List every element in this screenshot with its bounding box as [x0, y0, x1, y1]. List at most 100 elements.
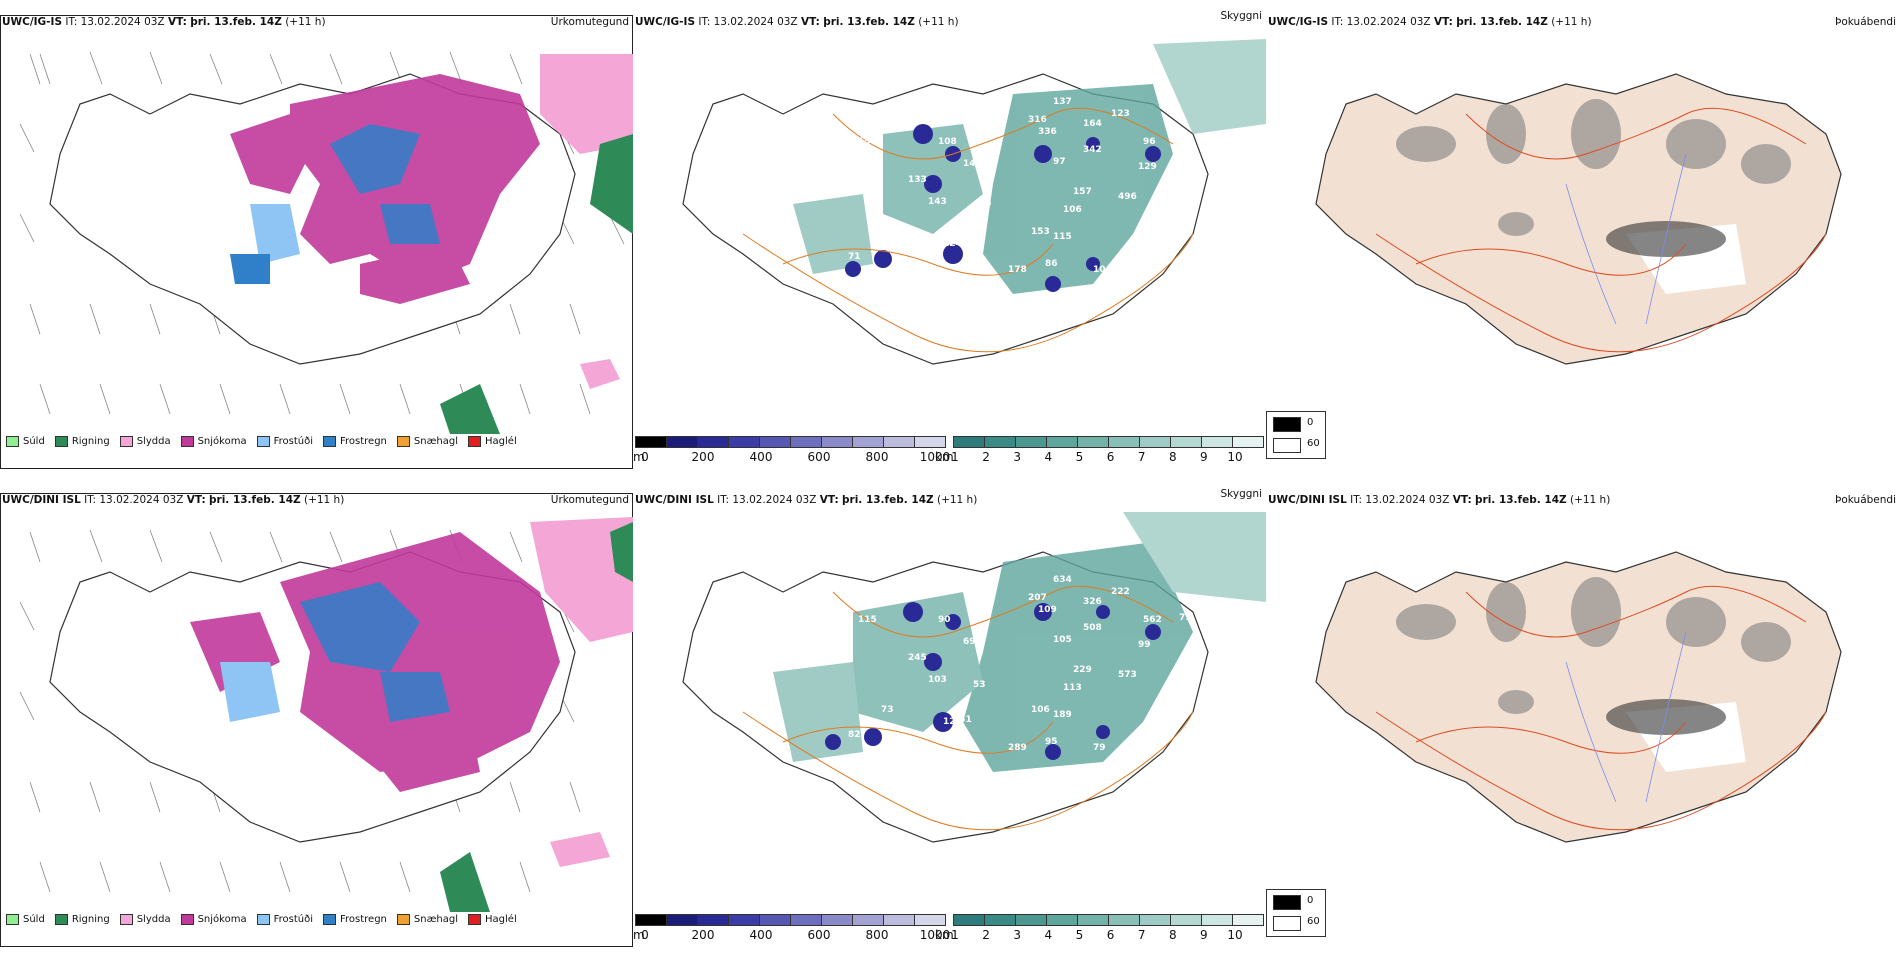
colorbar-cell — [635, 436, 666, 448]
legend-item-drizzle: Súld — [6, 914, 45, 925]
init-time: 13.02.2024 03Z — [99, 494, 184, 506]
visibility-value-label: 106 — [1031, 705, 1050, 715]
colorbar-tick: 2 — [982, 450, 990, 464]
visibility-value-label: 164 — [1083, 119, 1102, 129]
legend-swatch-black — [1273, 895, 1301, 910]
valid-label: VT: — [1433, 16, 1453, 28]
lead-time: (+11 h) — [1569, 494, 1611, 506]
colorbar-cell — [1046, 914, 1077, 926]
colorbar-cell — [852, 914, 883, 926]
visibility-value-label: 178 — [1008, 265, 1027, 275]
visibility-value-label: 573 — [1118, 670, 1137, 680]
init-label: IT: — [698, 16, 711, 28]
fog-index-map — [1315, 73, 1842, 365]
legend-swatch-white — [1273, 438, 1301, 453]
visibility-value-label: 115 — [858, 615, 877, 625]
colorbar-tick: 7 — [1137, 450, 1146, 464]
legend-item-sleet: Slydda — [119, 436, 171, 447]
visibility-value-label: 189 — [1053, 710, 1072, 720]
visibility-value-label: 634 — [1053, 575, 1072, 585]
legend-value-0: 0 — [1307, 417, 1314, 428]
dense-fog-spots — [825, 602, 1161, 760]
visibility-value-label: 104 — [1093, 265, 1112, 275]
legend-value-0: 0 — [1307, 895, 1314, 906]
visibility-value-label: 562 — [1143, 615, 1162, 625]
colorbar-cell — [883, 436, 914, 448]
init-label: IT: — [717, 494, 730, 506]
panel-header: UWC/DINI ISL IT: 13.02.2024 03Z VT: þri.… — [1268, 494, 1610, 506]
rain-area-south — [440, 384, 500, 434]
visibility-value-label: 207 — [1028, 593, 1047, 603]
visibility-value-label: 73 — [881, 705, 894, 715]
legend-item-hail: Haglél — [468, 436, 517, 447]
row-ig-is: UWC/IG-IS IT: 13.02.2024 03Z VT: þri. 13… — [0, 10, 1900, 480]
colorbar-tick: 8 — [1168, 928, 1177, 942]
init-label: IT: — [1331, 16, 1344, 28]
colorbar-cell — [1170, 436, 1201, 448]
visibility-panel: UWC/IG-IS IT: 13.02.2024 03Z VT: þri. 13… — [633, 10, 1266, 470]
legend-item-freezing-drizzle: Frostúði — [256, 914, 313, 925]
valid-time: þri. 13.feb. 14Z — [823, 16, 915, 28]
colorbar-cell — [1108, 436, 1139, 448]
visibility-value-label: 157 — [1073, 187, 1092, 197]
snow-areas — [230, 74, 540, 304]
init-label: IT: — [84, 494, 97, 506]
visibility-value-label: 105 — [1053, 635, 1072, 645]
road-network — [1375, 585, 1827, 831]
rain-area — [590, 134, 633, 234]
colorbar-cell — [666, 914, 697, 926]
precip-type-panel: UWC/IG-IS IT: 13.02.2024 03Z VT: þri. 13… — [0, 10, 633, 470]
cloud-cover-legend: 0 60 — [1266, 889, 1326, 937]
precip-legend: Súld Rigning Slydda Snjókoma Frostúði Fr… — [6, 436, 517, 447]
visibility-meters-unit: m — [633, 928, 645, 942]
visibility-value-label: 124 — [888, 745, 907, 755]
precip-type-panel: UWC/DINI ISL IT: 13.02.2024 03Z VT: þri.… — [0, 488, 633, 948]
colorbar-cell — [1232, 914, 1264, 926]
colorbar-cell — [1170, 914, 1201, 926]
colorbar-cell — [759, 914, 790, 926]
visibility-value-label: 60 — [953, 237, 966, 247]
legend-item-drizzle: Súld — [6, 436, 45, 447]
precip-map — [19, 517, 633, 912]
visibility-value-label: 316 — [1028, 115, 1047, 125]
colorbar-cell — [666, 436, 697, 448]
visibility-value-label: 108 — [938, 137, 957, 147]
legend-value-60: 60 — [1307, 916, 1320, 927]
legend-item-snow: Snjókoma — [180, 914, 247, 925]
visibility-value-label: 229 — [1073, 665, 1092, 675]
sleet-area-south — [550, 832, 610, 867]
init-label: IT: — [1350, 494, 1363, 506]
colorbar-cell — [790, 436, 821, 448]
visibility-value-label: 129 — [1138, 162, 1157, 172]
precip-legend: Súld Rigning Slydda Snjókoma Frostúði Fr… — [6, 914, 517, 925]
legend-item-freezing-drizzle: Frostúði — [256, 436, 313, 447]
visibility-km-unit: km — [935, 450, 954, 464]
visibility-meters-unit: m — [633, 450, 645, 464]
colorbar-tick: 6 — [1106, 450, 1115, 464]
colorbar-cell — [821, 914, 852, 926]
precip-map — [19, 51, 633, 434]
visibility-value-label: 245 — [908, 653, 927, 663]
colorbar-tick: 2 — [982, 928, 990, 942]
visibility-value-label: 103 — [928, 675, 947, 685]
lead-time: (+11 h) — [303, 494, 345, 506]
valid-label: VT: — [186, 494, 206, 506]
init-time: 13.02.2024 03Z — [1346, 16, 1431, 28]
visibility-map: 634 207 109 326 222 508 562 79 105 99 229 573 113 189… — [682, 512, 1266, 843]
init-time: 13.02.2024 03Z — [80, 16, 165, 28]
visibility-value-label: 82 — [848, 730, 861, 740]
fog-shading — [1396, 99, 1791, 236]
colorbar-cell — [852, 436, 883, 448]
model-name: UWC/DINI ISL — [635, 494, 714, 506]
panel-title: Skyggni — [1220, 10, 1263, 22]
colorbar-tick: 600 — [807, 928, 831, 942]
legend-item-hail: Haglél — [468, 914, 517, 925]
colorbar-tick: 200 — [691, 928, 715, 942]
panel-header: UWC/DINI ISL IT: 13.02.2024 03Z VT: þri.… — [635, 494, 977, 506]
colorbar-cell — [1232, 436, 1264, 448]
legend-item-snow-pellets: Snæhagl — [396, 914, 458, 925]
colorbar-cell — [1077, 436, 1108, 448]
visibility-km-colorbar — [953, 436, 1264, 448]
colorbar-cell — [790, 914, 821, 926]
valid-time: þri. 13.feb. 14Z — [1456, 16, 1548, 28]
